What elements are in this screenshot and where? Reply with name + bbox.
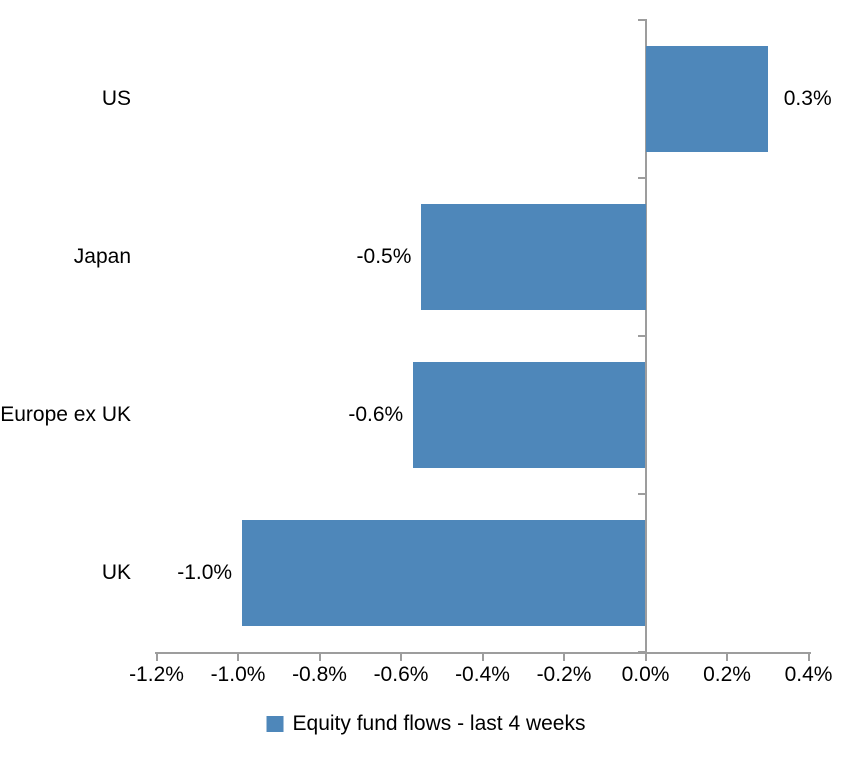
category-label: Japan [73,245,131,268]
x-axis-tick [563,654,565,661]
x-axis-tick-label: -0.8% [292,663,347,686]
category-axis-tick [637,335,645,337]
legend: Equity fund flows - last 4 weeks [266,711,586,737]
x-axis-tick [644,654,647,661]
x-axis-tick-label: 0.0% [621,663,670,686]
category-axis-tick [637,493,645,495]
data-label: -0.6% [348,403,404,426]
category-axis-tick [637,19,645,21]
x-axis-tick-label: -1.2% [129,663,184,686]
bar [242,520,646,626]
x-axis-tick-label: -0.6% [373,663,429,686]
x-axis-tick-label: -0.2% [536,663,592,686]
x-axis-tick-label: 0.4% [784,663,833,686]
category-axis-tick [637,177,645,179]
x-axis-tick [726,654,728,661]
x-axis-tick-label: 0.2% [703,663,751,686]
bar [645,46,768,152]
x-axis-tick [318,654,321,661]
data-label: 0.3% [783,87,832,110]
category-label: Europe ex UK [0,403,131,426]
x-axis-tick [400,654,402,661]
data-label: -0.5% [356,245,412,268]
legend-label: Equity fund flows - last 4 weeks [292,712,586,735]
category-label: US [101,87,131,110]
x-axis-tick-label: -1.0% [210,663,266,686]
legend-swatch-icon [266,716,284,732]
x-axis-tick [155,654,158,661]
bar [413,362,646,468]
x-axis-line [154,652,811,654]
x-axis-tick-label: -0.4% [455,663,510,686]
category-label: UK [101,561,131,584]
data-label: -1.0% [177,561,233,584]
x-axis-tick [807,654,810,661]
bar [421,204,646,310]
x-axis-tick [237,654,239,661]
x-axis-tick [481,654,484,661]
category-axis-line [644,19,647,653]
